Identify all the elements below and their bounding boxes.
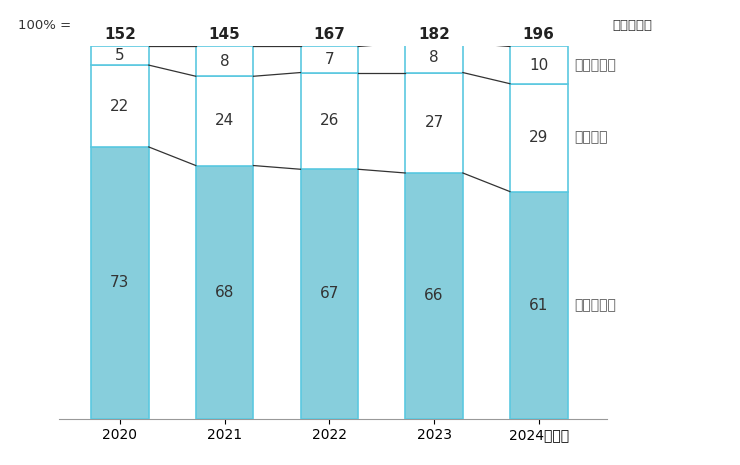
Text: 現代貳易: 現代貳易: [574, 131, 608, 145]
Bar: [510, 84, 568, 192]
Text: 電子商取引: 電子商取引: [574, 58, 616, 72]
Text: 8: 8: [429, 50, 439, 65]
Bar: [300, 73, 358, 169]
Bar: [91, 46, 149, 65]
Bar: [406, 73, 462, 173]
Text: 167: 167: [314, 27, 346, 42]
Bar: [196, 166, 253, 418]
Bar: [510, 192, 568, 418]
Text: 26: 26: [320, 113, 339, 128]
Text: 100% =: 100% =: [18, 19, 71, 32]
Bar: [406, 43, 462, 73]
Bar: [196, 76, 253, 166]
Text: 29: 29: [529, 130, 548, 145]
Bar: [91, 65, 149, 147]
Text: 182: 182: [418, 27, 450, 42]
Bar: [91, 147, 149, 419]
Text: 10: 10: [529, 58, 548, 73]
Bar: [510, 46, 568, 84]
Text: 伝統的貳易: 伝統的貳易: [574, 298, 616, 312]
Text: 145: 145: [209, 27, 240, 42]
Text: 68: 68: [215, 285, 235, 299]
Text: 67: 67: [320, 286, 339, 301]
Bar: [300, 46, 358, 73]
Text: 8: 8: [220, 54, 229, 69]
Text: 73: 73: [110, 275, 130, 290]
Text: 22: 22: [110, 99, 130, 113]
Text: 61: 61: [529, 298, 548, 312]
Text: 7: 7: [325, 52, 334, 67]
Text: 196: 196: [522, 27, 555, 42]
Text: 5: 5: [115, 48, 125, 63]
Text: 十億米ドル: 十億米ドル: [612, 19, 652, 32]
Text: 152: 152: [104, 27, 136, 42]
Text: 24: 24: [215, 113, 235, 128]
Text: 27: 27: [425, 115, 444, 130]
Bar: [300, 169, 358, 418]
Text: 66: 66: [424, 288, 444, 303]
Bar: [406, 173, 462, 418]
Bar: [196, 46, 253, 76]
